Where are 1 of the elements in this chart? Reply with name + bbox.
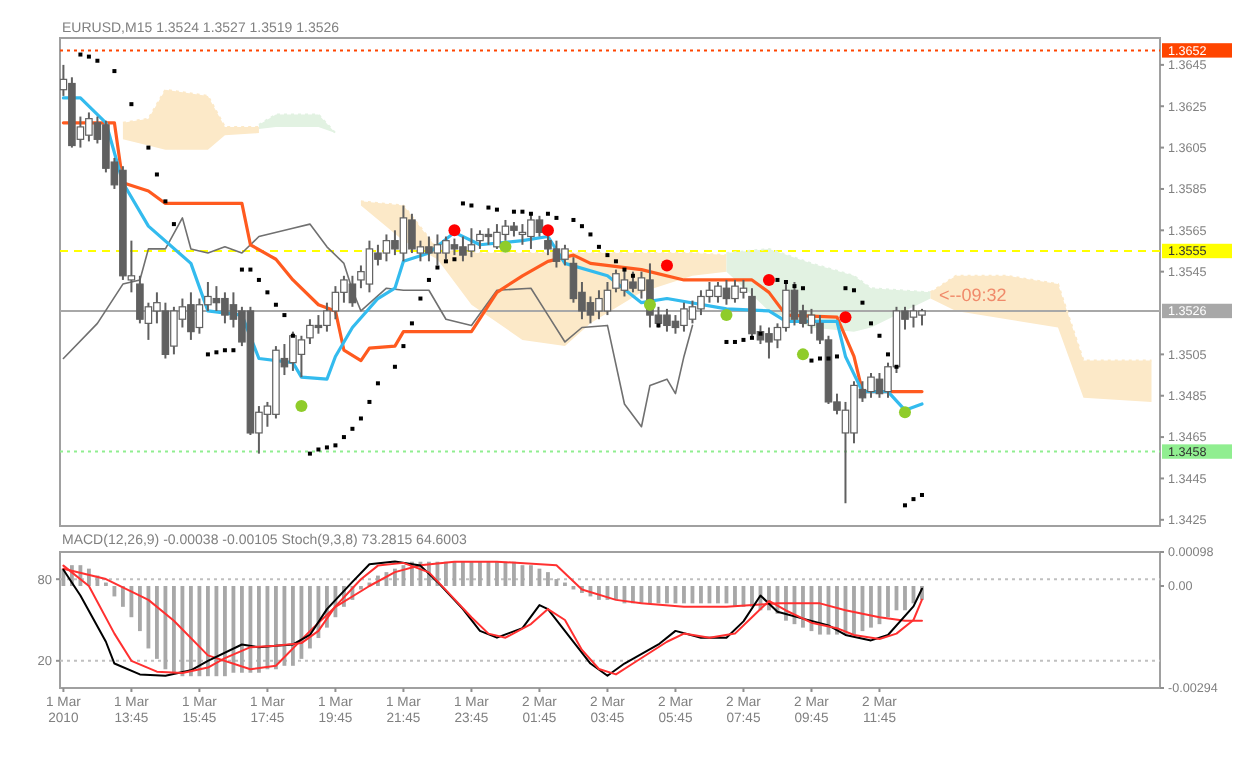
annotation: <--09:32 [938,284,1007,305]
